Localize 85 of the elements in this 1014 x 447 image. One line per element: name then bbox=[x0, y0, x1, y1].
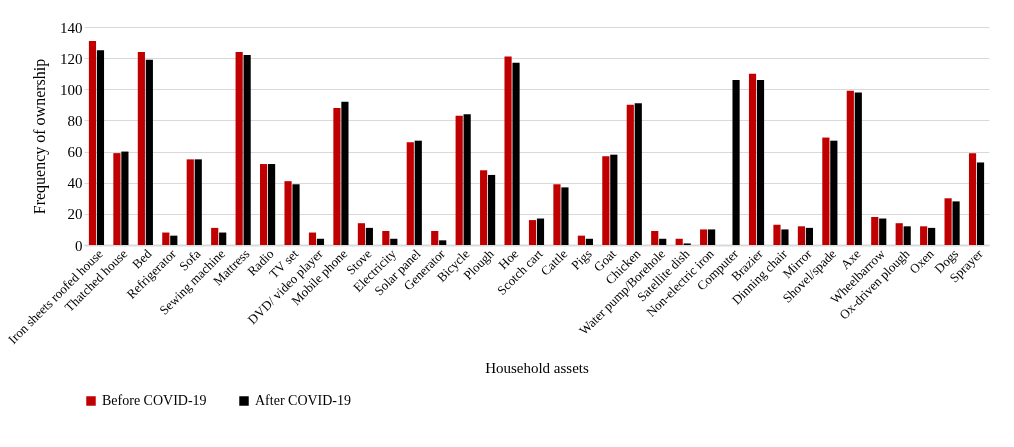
bar bbox=[781, 229, 789, 245]
bar bbox=[455, 115, 463, 245]
bar bbox=[357, 223, 365, 245]
bar bbox=[871, 216, 879, 245]
bar bbox=[284, 181, 292, 245]
bar bbox=[602, 156, 610, 245]
bar bbox=[341, 101, 349, 245]
bar bbox=[382, 230, 390, 245]
x-axis-title: Household assets bbox=[485, 359, 590, 376]
bar bbox=[773, 224, 781, 245]
bar bbox=[846, 90, 854, 245]
bar bbox=[480, 170, 488, 245]
bar bbox=[536, 218, 545, 245]
legend-label: After COVID-19 bbox=[255, 393, 352, 408]
bar bbox=[431, 230, 439, 245]
y-axis-title: Frequency of ownership bbox=[31, 58, 49, 215]
bar bbox=[113, 153, 121, 245]
bar bbox=[585, 238, 593, 245]
legend-label: Before COVID-19 bbox=[102, 393, 207, 408]
bar bbox=[830, 140, 838, 245]
bar bbox=[903, 226, 911, 245]
y-tick-label: 0 bbox=[75, 237, 83, 254]
y-tick-label: 20 bbox=[67, 206, 83, 223]
bar bbox=[879, 218, 887, 245]
y-tick-label: 100 bbox=[60, 81, 83, 98]
y-tick-label: 80 bbox=[67, 112, 83, 129]
bar bbox=[512, 62, 520, 245]
bar bbox=[708, 229, 716, 245]
bar bbox=[822, 137, 830, 245]
bar bbox=[406, 142, 414, 245]
bar bbox=[170, 235, 178, 245]
bar bbox=[577, 235, 585, 245]
bar bbox=[439, 240, 447, 245]
bar bbox=[488, 174, 496, 245]
bar bbox=[145, 59, 153, 245]
bar bbox=[292, 184, 300, 245]
bar bbox=[308, 232, 317, 245]
bar bbox=[732, 79, 740, 245]
bar bbox=[162, 232, 170, 245]
bar bbox=[267, 164, 276, 245]
bar bbox=[626, 104, 634, 245]
bar bbox=[700, 229, 708, 245]
bar bbox=[211, 227, 219, 245]
bar bbox=[504, 56, 512, 245]
bar bbox=[390, 238, 398, 245]
bar bbox=[333, 107, 341, 245]
bar bbox=[968, 153, 977, 245]
bar bbox=[748, 73, 757, 245]
y-tick-label: 40 bbox=[67, 175, 83, 192]
bar bbox=[365, 227, 373, 245]
bar bbox=[976, 162, 985, 245]
bar bbox=[194, 159, 202, 245]
bar bbox=[854, 92, 862, 245]
bar bbox=[805, 227, 813, 245]
bar bbox=[928, 227, 936, 245]
bar bbox=[797, 226, 806, 245]
y-tick-label: 60 bbox=[67, 144, 83, 161]
bar bbox=[316, 238, 325, 245]
bar bbox=[952, 201, 960, 245]
y-tick-label: 140 bbox=[60, 19, 83, 36]
bar bbox=[137, 51, 145, 245]
bar bbox=[634, 103, 642, 245]
bar bbox=[651, 230, 659, 245]
bar bbox=[96, 50, 105, 245]
bar bbox=[243, 55, 251, 245]
bar bbox=[895, 223, 903, 245]
bar bbox=[675, 238, 683, 245]
bar bbox=[186, 159, 194, 245]
bar bbox=[756, 79, 765, 245]
bar bbox=[414, 140, 422, 245]
bar bbox=[528, 220, 537, 245]
y-tick-label: 120 bbox=[60, 50, 83, 67]
bar bbox=[463, 114, 471, 245]
bar bbox=[553, 184, 561, 245]
bar bbox=[610, 154, 618, 245]
bar bbox=[121, 151, 129, 245]
x-tick-label: Pigs bbox=[568, 246, 595, 273]
bar bbox=[235, 51, 243, 245]
bar bbox=[659, 238, 667, 245]
bar bbox=[920, 226, 928, 245]
bar bbox=[944, 198, 952, 245]
bar bbox=[260, 164, 268, 245]
bar bbox=[561, 187, 569, 245]
bar bbox=[88, 41, 97, 245]
bar bbox=[219, 232, 227, 245]
